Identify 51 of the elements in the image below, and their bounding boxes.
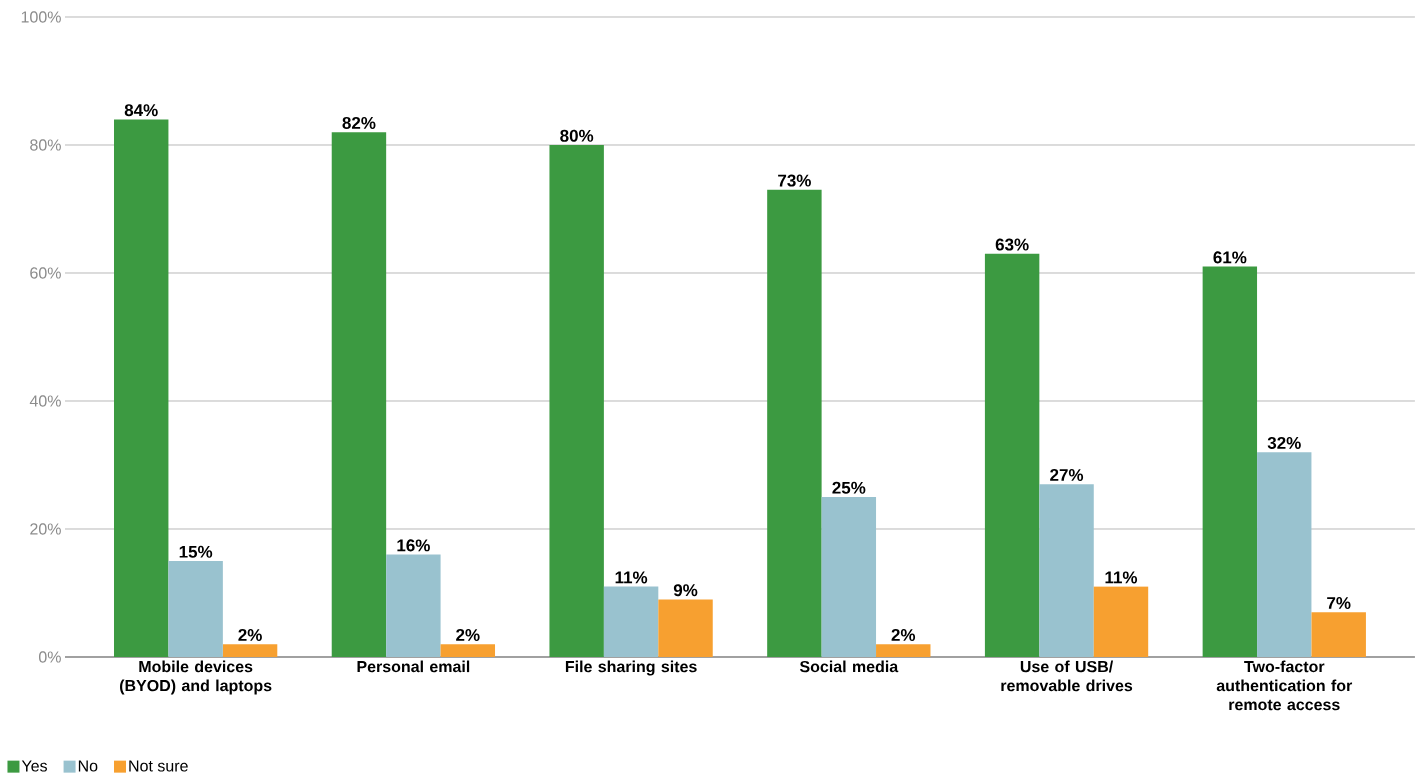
- data-label: 82%: [342, 116, 376, 129]
- bar: [876, 644, 931, 657]
- data-label: 16%: [397, 539, 430, 552]
- data-label: 80%: [560, 129, 594, 142]
- data-label: 25%: [832, 481, 866, 494]
- x-tick-label: Personal email: [357, 660, 470, 673]
- x-tick-label: File sharing sites: [565, 660, 697, 676]
- x-tick-label: Use of USB/ removable drives: [1001, 660, 1133, 692]
- legend-label: Yes: [21, 760, 47, 772]
- data-label: 11%: [1105, 571, 1138, 584]
- data-label: 2%: [238, 628, 262, 641]
- y-tick-label: 60%: [30, 267, 61, 279]
- data-label: 63%: [995, 238, 1029, 251]
- bar: [821, 496, 877, 657]
- bar: [1093, 586, 1149, 657]
- y-tick-label: 80%: [30, 139, 61, 151]
- data-label: 11%: [615, 571, 648, 584]
- x-tick-label: Two-factor authentication for remote access: [1216, 660, 1353, 711]
- data-label: 2%: [456, 628, 480, 641]
- data-label: 73%: [778, 174, 811, 187]
- bar: [331, 132, 387, 657]
- bar: [386, 554, 441, 657]
- bar: [168, 560, 223, 657]
- legend-label: Not sure: [129, 760, 188, 772]
- y-tick-label: 0%: [38, 651, 61, 663]
- bar: [1202, 266, 1258, 657]
- bar: [222, 644, 278, 657]
- bar: [1039, 484, 1094, 657]
- bar: [1257, 452, 1312, 657]
- data-label: 27%: [1050, 468, 1084, 481]
- bar: [658, 599, 713, 657]
- data-label: 15%: [179, 545, 213, 558]
- data-label: 84%: [124, 104, 158, 117]
- data-label: 61%: [1213, 251, 1247, 264]
- bar: [603, 586, 659, 657]
- data-label: 2%: [891, 628, 916, 641]
- legend-label: No: [78, 760, 98, 772]
- y-tick-label: 20%: [30, 523, 61, 535]
- x-tick-label: Social media: [799, 660, 899, 673]
- y-tick-label: 100%: [21, 11, 61, 23]
- data-label: 9%: [673, 584, 698, 597]
- bar: [440, 644, 496, 657]
- bar: [767, 189, 822, 657]
- bar: [114, 119, 169, 657]
- bar: [1311, 612, 1366, 657]
- data-label: 7%: [1327, 597, 1351, 609]
- y-tick-label: 40%: [29, 395, 61, 407]
- data-label: 32%: [1267, 436, 1301, 449]
- bar: [984, 253, 1040, 657]
- bar: [549, 144, 604, 657]
- x-tick-label: Mobile devices (BYOD) and laptops: [120, 660, 272, 695]
